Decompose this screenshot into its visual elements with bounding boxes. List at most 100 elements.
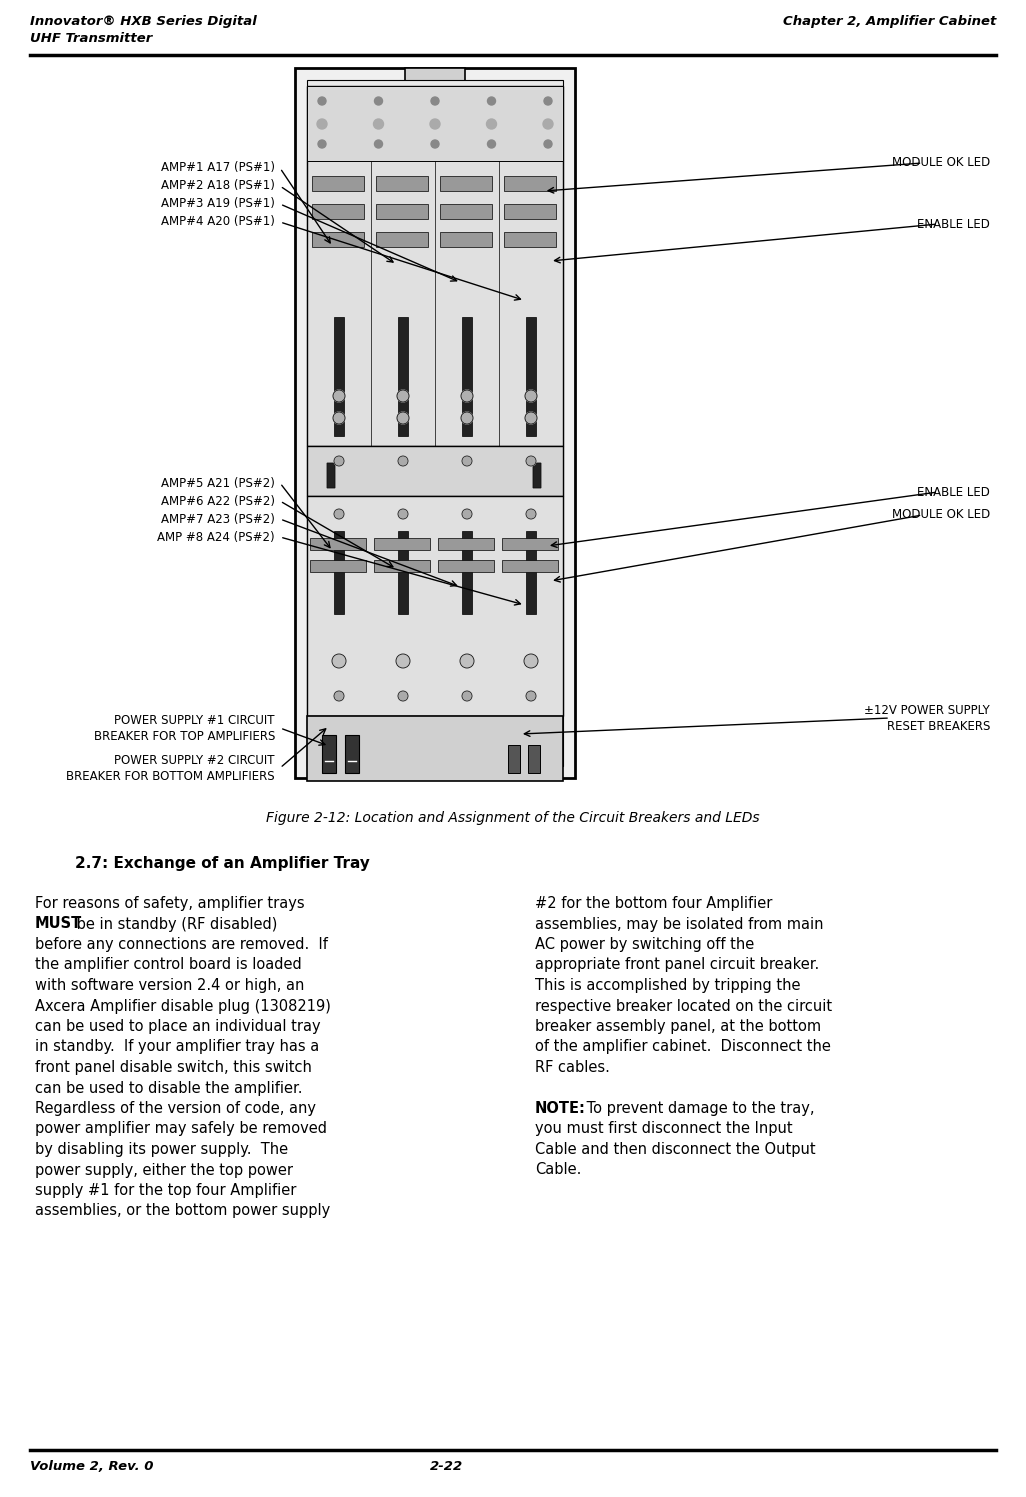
Text: AMP#3 A19 (PS#1): AMP#3 A19 (PS#1) — [161, 198, 275, 211]
Text: supply #1 for the top four Amplifier: supply #1 for the top four Amplifier — [35, 1183, 297, 1198]
Circle shape — [397, 412, 409, 424]
Circle shape — [373, 118, 384, 129]
Bar — [504, 177, 556, 192]
Text: NOTE:: NOTE: — [535, 1100, 586, 1115]
Text: power supply, either the top power: power supply, either the top power — [35, 1163, 293, 1178]
Bar — [307, 716, 563, 781]
Text: be in standby (RF disabled): be in standby (RF disabled) — [72, 916, 277, 931]
Bar — [312, 232, 364, 247]
Text: RESET BREAKERS: RESET BREAKERS — [886, 720, 990, 732]
Circle shape — [374, 97, 383, 105]
Circle shape — [526, 692, 536, 701]
Bar — [532, 463, 541, 488]
Bar — [307, 446, 563, 496]
Circle shape — [318, 141, 326, 148]
Circle shape — [333, 391, 345, 403]
Circle shape — [525, 412, 537, 424]
Text: AMP#7 A23 (PS#2): AMP#7 A23 (PS#2) — [161, 512, 275, 525]
Bar — [334, 531, 344, 614]
Bar — [334, 317, 344, 436]
Text: POWER SUPPLY #1 CIRCUIT: POWER SUPPLY #1 CIRCUIT — [115, 714, 275, 728]
Text: front panel disable switch, this switch: front panel disable switch, this switch — [35, 1060, 312, 1075]
Text: AMP#5 A21 (PS#2): AMP#5 A21 (PS#2) — [161, 476, 275, 490]
Bar — [312, 177, 364, 192]
Text: 2-22: 2-22 — [430, 1460, 464, 1473]
Text: can be used to disable the amplifier.: can be used to disable the amplifier. — [35, 1081, 303, 1096]
Text: respective breaker located on the circuit: respective breaker located on the circui… — [535, 998, 832, 1013]
Text: 2.7: Exchange of an Amplifier Tray: 2.7: Exchange of an Amplifier Tray — [75, 856, 370, 871]
Circle shape — [334, 457, 344, 466]
Text: Volume 2, Rev. 0: Volume 2, Rev. 0 — [30, 1460, 154, 1473]
Bar — [310, 560, 366, 572]
Circle shape — [487, 141, 496, 148]
Text: Cable and then disconnect the Output: Cable and then disconnect the Output — [535, 1142, 816, 1157]
Text: MODULE OK LED: MODULE OK LED — [892, 509, 990, 521]
Bar — [398, 317, 408, 436]
Bar — [532, 463, 541, 488]
Bar — [312, 204, 364, 219]
Circle shape — [462, 692, 472, 701]
Circle shape — [486, 118, 497, 129]
Bar — [440, 204, 492, 219]
Bar — [405, 67, 465, 85]
Bar — [462, 317, 472, 436]
Bar — [440, 232, 492, 247]
Text: Chapter 2, Amplifier Cabinet: Chapter 2, Amplifier Cabinet — [783, 15, 996, 28]
Bar — [504, 232, 556, 247]
Bar — [438, 560, 494, 572]
Circle shape — [318, 97, 326, 105]
Text: For reasons of safety, amplifier trays: For reasons of safety, amplifier trays — [35, 897, 305, 912]
Text: MUST: MUST — [35, 916, 82, 931]
Bar — [526, 531, 536, 614]
Text: in standby.  If your amplifier tray has a: in standby. If your amplifier tray has a — [35, 1039, 319, 1054]
Text: Axcera Amplifier disable plug (1308219): Axcera Amplifier disable plug (1308219) — [35, 998, 330, 1013]
Circle shape — [317, 118, 327, 129]
Bar — [376, 204, 428, 219]
Text: the amplifier control board is loaded: the amplifier control board is loaded — [35, 958, 302, 973]
Text: ENABLE LED: ENABLE LED — [917, 217, 990, 231]
Circle shape — [431, 141, 439, 148]
Text: MODULE OK LED: MODULE OK LED — [892, 157, 990, 169]
Bar — [327, 463, 336, 488]
Text: of the amplifier cabinet.  Disconnect the: of the amplifier cabinet. Disconnect the — [535, 1039, 831, 1054]
Bar — [295, 67, 575, 778]
Circle shape — [332, 654, 346, 668]
Circle shape — [526, 457, 536, 466]
Text: can be used to place an individual tray: can be used to place an individual tray — [35, 1019, 320, 1034]
Text: To prevent damage to the tray,: To prevent damage to the tray, — [582, 1100, 815, 1115]
Text: #2 for the bottom four Amplifier: #2 for the bottom four Amplifier — [535, 897, 773, 912]
Bar — [307, 79, 563, 766]
Circle shape — [396, 654, 410, 668]
Bar — [374, 560, 430, 572]
Text: breaker assembly panel, at the bottom: breaker assembly panel, at the bottom — [535, 1019, 821, 1034]
Text: Figure 2-12: Location and Assignment of the Circuit Breakers and LEDs: Figure 2-12: Location and Assignment of … — [266, 811, 760, 825]
Circle shape — [460, 654, 474, 668]
Circle shape — [462, 457, 472, 466]
Text: you must first disconnect the Input: you must first disconnect the Input — [535, 1121, 793, 1136]
Bar — [504, 204, 556, 219]
Bar — [376, 177, 428, 192]
Circle shape — [462, 509, 472, 519]
Bar — [307, 85, 563, 446]
Bar — [462, 531, 472, 614]
Bar — [307, 496, 563, 716]
Bar — [502, 537, 558, 549]
Circle shape — [397, 391, 409, 403]
Circle shape — [544, 97, 552, 105]
Circle shape — [461, 391, 473, 403]
Circle shape — [543, 118, 553, 129]
Text: AMP#1 A17 (PS#1): AMP#1 A17 (PS#1) — [161, 162, 275, 175]
Text: Regardless of the version of code, any: Regardless of the version of code, any — [35, 1100, 316, 1115]
Bar — [502, 560, 558, 572]
Bar — [322, 735, 336, 772]
Text: with software version 2.4 or high, an: with software version 2.4 or high, an — [35, 978, 305, 993]
Bar — [440, 177, 492, 192]
Circle shape — [398, 457, 408, 466]
Text: by disabling its power supply.  The: by disabling its power supply. The — [35, 1142, 288, 1157]
Text: appropriate front panel circuit breaker.: appropriate front panel circuit breaker. — [535, 958, 819, 973]
Circle shape — [398, 692, 408, 701]
Bar — [310, 537, 366, 549]
Text: AMP#6 A22 (PS#2): AMP#6 A22 (PS#2) — [161, 494, 275, 507]
Bar — [376, 232, 428, 247]
Text: BREAKER FOR BOTTOM AMPLIFIERS: BREAKER FOR BOTTOM AMPLIFIERS — [67, 769, 275, 783]
